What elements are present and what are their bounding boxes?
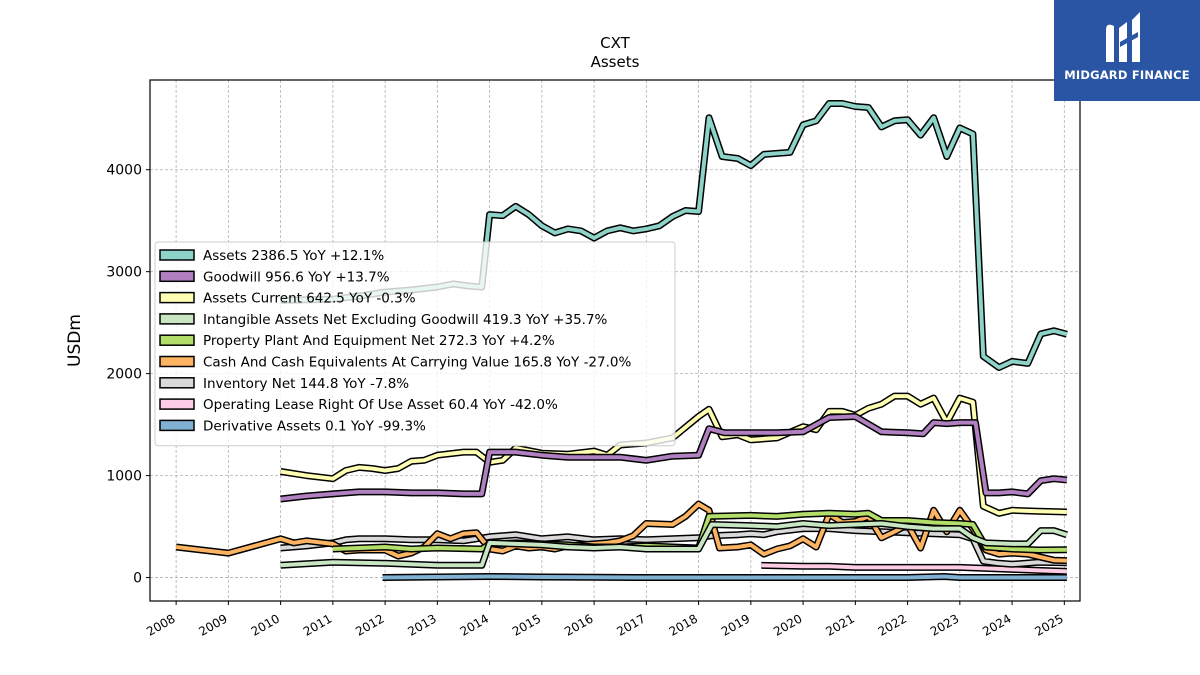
x-tick-label: 2015	[510, 611, 543, 638]
x-tick-label: 2016	[562, 611, 595, 638]
series-line	[280, 394, 1067, 516]
x-tick-label: 2019	[719, 611, 752, 638]
legend-swatch	[159, 355, 195, 368]
legend-label: Property Plant And Equipment Net 272.3 Y…	[203, 333, 555, 349]
legend-swatch	[159, 249, 195, 261]
series-intangible-assets-net-excluding-goodwill	[280, 520, 1068, 569]
legend-swatch	[159, 313, 195, 325]
chart-subtitle: Assets	[591, 53, 640, 71]
legend-label: Cash And Cash Equivalents At Carrying Va…	[203, 355, 631, 371]
legend-label: Assets 2386.5 YoY +12.1%	[203, 248, 384, 264]
x-tick-label: 2011	[301, 611, 334, 638]
series-line	[280, 414, 1068, 501]
legend-box	[154, 241, 676, 447]
series-cash-and-cash-equivalents-at-carrying-value	[175, 500, 1068, 565]
x-tick-label: 2025	[1032, 611, 1065, 638]
legend-swatch	[159, 334, 195, 346]
series-derivative-assets	[382, 573, 1067, 581]
legend-swatch	[159, 291, 195, 304]
series-line	[280, 521, 1068, 568]
y-tick-label: 1000	[106, 469, 142, 485]
x-tick-label: 2021	[823, 611, 856, 638]
midgard-finance-logo: MIDGARD FINANCE	[1054, 0, 1200, 101]
legend-swatch	[159, 419, 195, 432]
y-tick-label: 0	[133, 571, 142, 587]
legend-swatch	[159, 377, 195, 389]
series-assets	[280, 100, 1068, 371]
legend-label: Inventory Net 144.8 YoY -7.8%	[203, 376, 409, 392]
x-tick-label: 2017	[614, 611, 647, 638]
series-line	[761, 563, 1067, 574]
x-tick-label: 2012	[353, 611, 386, 638]
brand-name: MIDGARD FINANCE	[1064, 68, 1190, 82]
legend-label: Operating Lease Right Of Use Asset 60.4 …	[203, 397, 558, 413]
series-operating-lease-right-of-use-asset	[761, 561, 1068, 575]
legend-swatch	[159, 270, 195, 283]
plot-frame	[149, 79, 1081, 602]
legend-label: Intangible Assets Net Excluding Goodwill…	[203, 312, 608, 328]
y-tick-label: 3000	[106, 265, 142, 281]
series-line	[382, 574, 1067, 580]
series-layer	[175, 100, 1068, 581]
y-axis-label: USDm	[65, 314, 85, 367]
x-tick-label: 2020	[771, 611, 804, 638]
legend-label: Derivative Assets 0.1 YoY -99.3%	[203, 418, 426, 434]
y-tick-label: 4000	[106, 163, 142, 179]
y-axis: 0 1000 2000 3000 4000	[106, 163, 150, 587]
series-line	[280, 101, 1068, 370]
legend-label: Assets Current 642.5 YoY -0.3%	[203, 291, 416, 307]
series-goodwill	[280, 413, 1068, 503]
x-tick-label: 2024	[980, 611, 1013, 638]
series-line	[175, 502, 1067, 563]
x-tick-label: 2013	[405, 611, 438, 638]
legend-swatch	[159, 398, 195, 410]
legend-label: Goodwill 956.6 YoY +13.7%	[203, 269, 390, 285]
legend: Assets 2386.5 YoY +12.1% Goodwill 956.6 Y…	[154, 241, 676, 447]
x-tick-label: 2008	[144, 611, 177, 638]
midgard-logo-icon	[1106, 12, 1140, 63]
x-tick-label: 2023	[928, 611, 961, 638]
x-tick-label: 2014	[458, 611, 491, 638]
x-tick-label: 2010	[249, 611, 282, 638]
y-tick-label: 2000	[106, 367, 142, 383]
x-tick-label: 2018	[667, 611, 700, 638]
x-tick-label: 2022	[876, 611, 909, 638]
x-axis: 2008 2009 2010 2011 2012 2013 2014 2015 2016 2017…	[144, 601, 1066, 639]
series-assets-current	[280, 392, 1067, 517]
chart-title: CXT	[600, 34, 630, 52]
x-tick-label: 2009	[196, 611, 229, 638]
